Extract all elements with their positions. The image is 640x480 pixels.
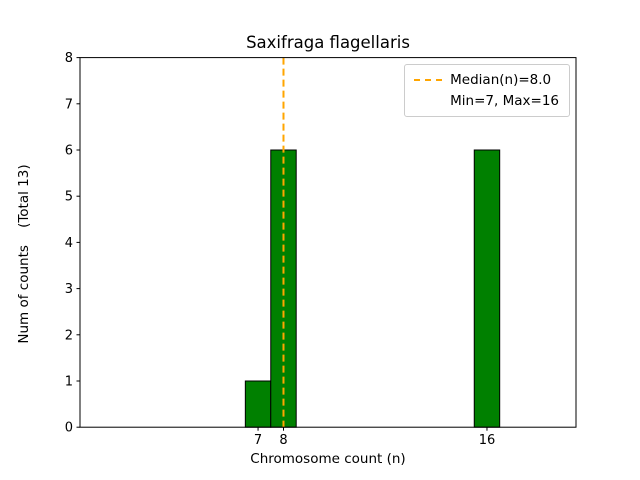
- dashed-line-icon: [414, 79, 443, 81]
- y-tick-label: 1: [65, 375, 73, 390]
- legend-entry-label: Min=7, Max=16: [450, 93, 559, 109]
- y-tick-label: 2: [65, 328, 73, 343]
- y-tick-label: 7: [65, 97, 73, 112]
- chart-title: Saxifraga flagellaris: [246, 33, 410, 52]
- legend-entry-label: Median(n)=8.0: [450, 72, 552, 88]
- x-tick-label: 7: [254, 433, 262, 448]
- y-tick-label: 3: [65, 282, 73, 297]
- y-tick-label: 6: [65, 144, 73, 159]
- y-axis-label: Num of counts (Total 13): [16, 164, 32, 344]
- legend-blank-handle: [414, 100, 442, 102]
- x-axis-label: Chromosome count (n): [250, 451, 406, 467]
- bar: [244, 380, 272, 428]
- bar: [473, 149, 501, 428]
- x-tick-label: 16: [479, 433, 496, 448]
- legend: Median(n)=8.0 Min=7, Max=16: [404, 64, 570, 117]
- y-tick-label: 4: [65, 236, 73, 251]
- y-tick-label: 5: [65, 190, 73, 205]
- y-tick-label: 8: [65, 51, 73, 66]
- x-tick-label: 8: [279, 433, 287, 448]
- legend-entry: Min=7, Max=16: [414, 93, 559, 109]
- y-tick-label: 0: [65, 421, 73, 436]
- legend-entry: Median(n)=8.0: [414, 72, 559, 88]
